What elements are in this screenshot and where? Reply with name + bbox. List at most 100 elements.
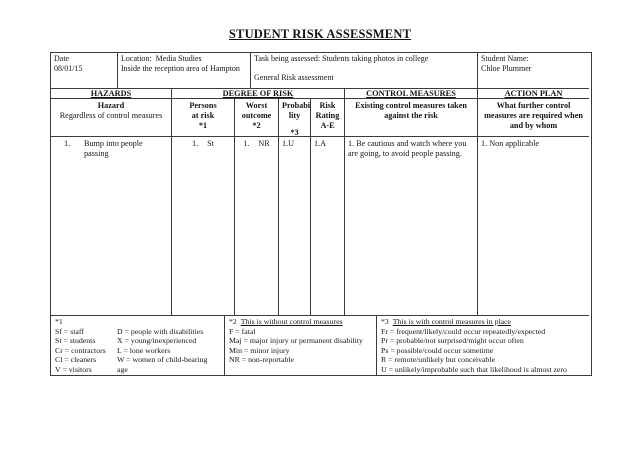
entry-control-text: 1. Be cautious and watch where you are g… (348, 139, 467, 158)
entry-worst-outcome-cell: 1. NR (235, 137, 279, 316)
header-hazard-title: Hazard (97, 101, 125, 110)
legend-line: NR = non-reportable (229, 355, 295, 365)
legend-line: Ps = possible/could occur sometime (381, 345, 494, 355)
student-name-cell: Student Name: Chloe Plummer (478, 53, 589, 89)
header-hazard-subtitle: Regardless of control measures (59, 111, 163, 120)
entry-worst-value: NR (258, 139, 270, 148)
entry-rating-cell: 1.A (311, 137, 345, 316)
header-persons-at-risk: Persons at risk *1 (172, 99, 235, 137)
band-degree-of-risk: DEGREE OF RISK (172, 89, 345, 99)
entry-hazard-text: Bump into people passing (84, 139, 143, 158)
entry-persons-number: 1. (192, 139, 199, 148)
legend-line: V = visitors age (55, 365, 220, 375)
legend-line: Sf = staff D = people with disabilities (55, 327, 220, 337)
header-line: Existing control measures taken against … (355, 101, 467, 120)
legend3-title: This is with control measures in place (392, 317, 512, 326)
entry-persons-value: St (207, 139, 214, 148)
band-hazards-label: HAZARDS (90, 89, 132, 98)
legend-line: R = remote/unlikely but conceivable (381, 355, 495, 365)
task-cell: Task being assessed: Students taking pho… (251, 53, 478, 89)
legend1-title: *1 (55, 317, 63, 326)
legend-line: Pr = probable/not surprised/might occur … (381, 336, 524, 346)
header-line: A-E (320, 121, 335, 130)
header-probability: Probabi lity *3 (279, 99, 311, 137)
location-cell: Location: Media Studies Inside the recep… (118, 53, 251, 89)
header-line: Rating (315, 111, 340, 120)
band-action-label: ACTION PLAN (504, 89, 563, 98)
section-band-row: HAZARDS DEGREE OF RISK CONTROL MEASURES … (51, 89, 591, 99)
header-line: Worst (245, 101, 268, 110)
header-further-controls: What further control measures are requir… (478, 99, 589, 137)
header-line: Probabi (282, 101, 311, 110)
legend2-title-line: *2 This is without control measures (229, 317, 372, 327)
legend-term: Sf = staff (55, 326, 84, 336)
header-line: lity (288, 111, 301, 120)
entry-rating-value: 1.A (314, 139, 327, 148)
legend-row: *1 Sf = staff D = people with disabilitie… (51, 316, 591, 375)
band-degree-label: DEGREE OF RISK (222, 89, 294, 98)
header-line: What further control measures are requir… (484, 101, 583, 130)
header-footnote-ref: *2 (252, 121, 261, 130)
task-line2: General Risk assessment (254, 73, 334, 83)
task-line1: Task being assessed: Students taking pho… (254, 54, 429, 63)
entry-probability-cell: 1.U (279, 137, 311, 316)
entry-row: 1. Bump into people passing 1. St 1. NR … (51, 137, 591, 316)
column-header-row: Hazard Regardless of control measures Pe… (51, 99, 591, 137)
entry-persons-cell: 1. St (172, 137, 235, 316)
header-line: at risk (191, 111, 215, 120)
header-line: Risk (319, 101, 336, 110)
legend-term: D = people with disabilities (117, 326, 204, 336)
legend-line: Cl = cleaners W = women of child-bearing (55, 355, 220, 365)
header-line: Persons (189, 101, 217, 110)
legend-line: Cr = contractors L = lone workers (55, 346, 220, 356)
spacer (282, 121, 307, 128)
legend-term: V = visitors (55, 364, 92, 374)
legend3-marker: *3 (381, 317, 389, 326)
risk-assessment-table: Date 08/01/15 Location: Media Studies In… (50, 52, 592, 376)
band-hazards: HAZARDS (51, 89, 172, 99)
entry-worst-number: 1. (243, 139, 250, 148)
entry-hazard-cell: 1. Bump into people passing (51, 137, 172, 316)
legend-line: Maj = major injury or permanent disabili… (229, 336, 363, 346)
header-line: outcome (241, 111, 272, 120)
header-existing-controls: Existing control measures taken against … (345, 99, 478, 137)
legend-probability-cell: *3 This is with control measures in place… (377, 316, 589, 375)
date-value: 08/01/15 (54, 64, 83, 74)
legend2-title: This is without control measures (240, 317, 343, 326)
date-label: Date (54, 54, 70, 63)
location-line2: Inside the reception area of Hampton (121, 64, 240, 74)
legend2-marker: *2 (229, 317, 237, 326)
legend-line: Min = minor injury (229, 345, 290, 355)
legend-term: X = young/inexperienced (117, 336, 197, 346)
entry-probability-value: 1.U (282, 139, 295, 148)
info-row: Date 08/01/15 Location: Media Studies In… (51, 53, 591, 89)
band-control-measures: CONTROL MEASURES (345, 89, 478, 99)
entry-action-plan-cell: 1. Non applicable (478, 137, 589, 316)
legend-line: F = fatal (229, 326, 256, 336)
entry-action-text: 1. Non applicable (481, 139, 539, 148)
student-name-value: Chloe Plummer (481, 64, 532, 74)
entry-control-measures-cell: 1. Be cautious and watch where you are g… (345, 137, 478, 316)
student-name-label: Student Name: (481, 54, 529, 63)
band-control-label: CONTROL MEASURES (366, 89, 456, 98)
header-hazard: Hazard Regardless of control measures (51, 99, 172, 137)
legend-term: Cl = cleaners (55, 355, 97, 365)
legend-term: age (117, 364, 128, 374)
header-worst-outcome: Worst outcome *2 (235, 99, 279, 137)
legend-line: U = unlikely/improbable such that likeli… (381, 364, 567, 374)
header-risk-rating: Risk Rating A-E (311, 99, 345, 137)
legend-line: St = students X = young/inexperienced (55, 336, 220, 346)
location-line1: Location: Media Studies (121, 54, 202, 63)
legend-term: Cr = contractors (55, 345, 106, 355)
entry-hazard-number: 1. (64, 139, 71, 148)
legend3-title-line: *3 This is with control measures in place (381, 317, 585, 327)
legend-term: St = students (55, 336, 96, 346)
header-footnote-ref: *1 (198, 121, 208, 130)
legend-term: L = lone workers (117, 345, 171, 355)
legend-term: W = women of child-bearing (117, 355, 208, 365)
page-title: STUDENT RISK ASSESSMENT (228, 27, 412, 41)
legend-line: Fr = frequent/likely/could occur repeate… (381, 326, 546, 336)
date-cell: Date 08/01/15 (51, 53, 118, 89)
band-action-plan: ACTION PLAN (478, 89, 589, 99)
